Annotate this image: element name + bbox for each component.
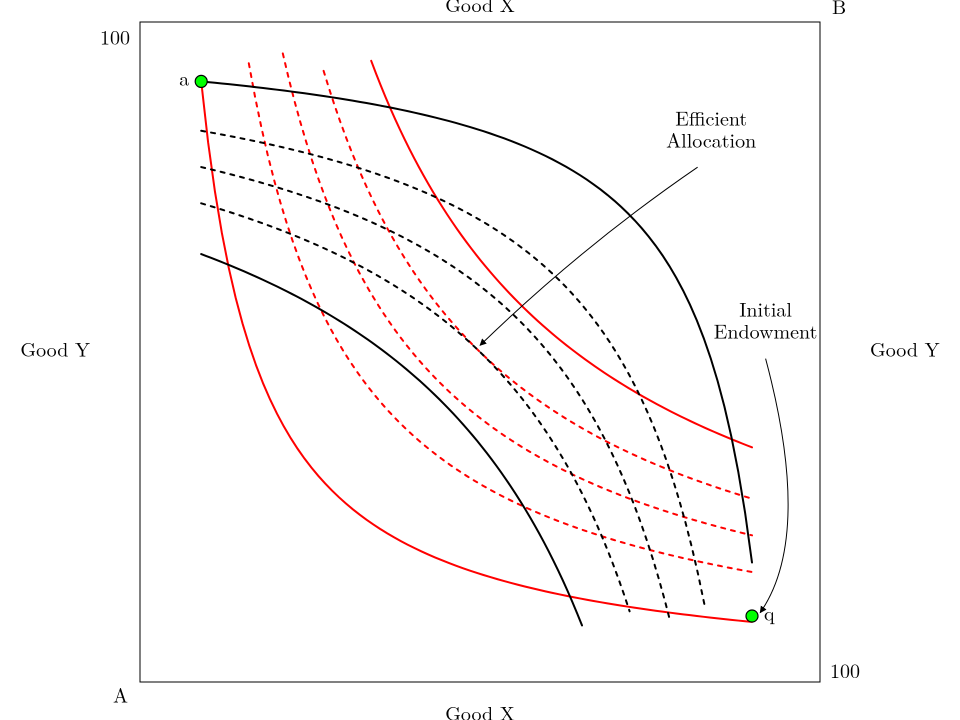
point-q [746,610,758,622]
point-label-q: q [764,597,775,626]
axis-label-left: Good Y [20,333,90,362]
corner-label-a: A [113,679,128,708]
annotation-efficient-line2: Allocation [666,124,756,153]
corner-label-b: B [832,0,846,20]
indifference-curve-b [201,203,629,611]
indifference-curve-a [201,81,752,622]
annotation-arrow [760,359,788,613]
axis-label-top: Good X [445,0,515,18]
diagram-svg: Good XGood XGood YGood YAB100100aqEffici… [0,0,960,720]
indifference-curve-b [201,81,752,562]
axis-label-bottom: Good X [445,697,515,720]
tick-label-100-tl: 100 [100,21,130,50]
indifference-curve-b [201,131,704,605]
annotation-arrow [480,167,698,345]
edgeworth-box-diagram: Good XGood XGood YGood YAB100100aqEffici… [0,0,960,720]
axis-label-right: Good Y [870,333,940,362]
point-a [195,75,207,87]
tick-label-100-br: 100 [830,655,860,684]
point-label-a: a [179,63,189,92]
annotation-initial-line2: Endowment [714,316,818,345]
